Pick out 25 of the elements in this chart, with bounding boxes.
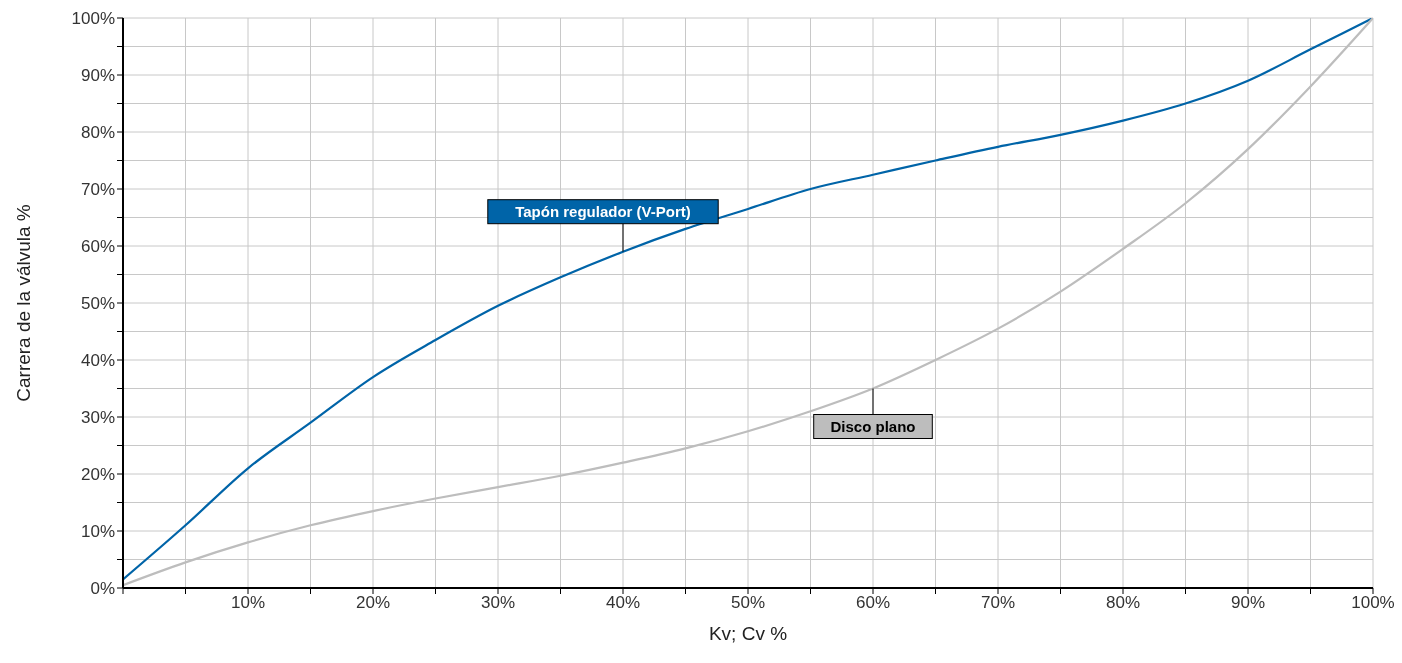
x-tick-label: 10% [230,593,266,613]
series-label: Tapón regulador (V-Port) [515,202,691,220]
y-tick-label: 0% [90,579,115,599]
y-tick-label: 50% [80,294,115,314]
x-tick-label: 80% [1105,593,1141,613]
x-tick-label: 60% [855,593,891,613]
x-tick-label: 70% [980,593,1016,613]
y-tick-label: 80% [80,123,115,143]
series-label: Disco plano [830,417,916,435]
x-tick-label: 90% [1230,593,1266,613]
y-tick-label: 40% [80,351,115,371]
x-tick-label: 30% [480,593,516,613]
x-tick-label: 20% [355,593,391,613]
y-tick-label: 30% [80,408,115,428]
x-tick-label: 100% [1351,593,1395,613]
y-tick-label: 70% [80,180,115,200]
y-tick-label: 100% [71,9,115,29]
y-tick-label: 10% [80,522,115,542]
x-tick-label: 50% [730,593,766,613]
x-axis-title: Kv; Cv % [708,623,788,644]
y-tick-label: 90% [80,66,115,86]
y-axis-title: Carrera de la válvula % [12,204,34,402]
x-tick-label: 40% [605,593,641,613]
y-tick-label: 60% [80,237,115,257]
y-tick-label: 20% [80,465,115,485]
